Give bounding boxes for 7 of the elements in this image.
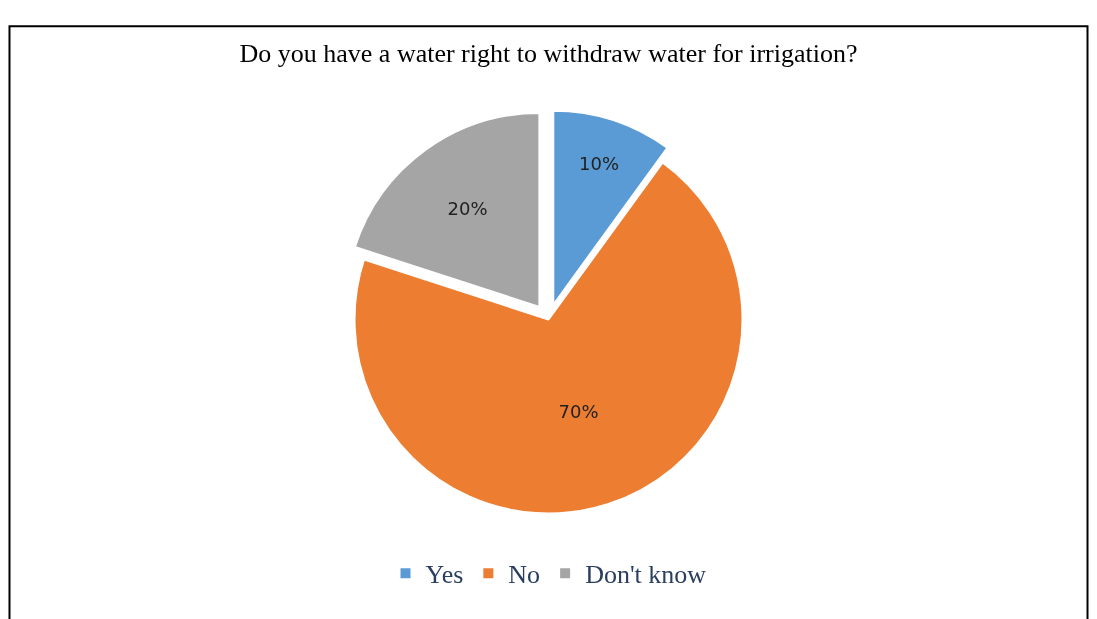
data-label: 70%	[558, 401, 599, 423]
legend-label: Don't know	[585, 560, 707, 590]
data-label: 20%	[447, 197, 488, 219]
legend-label: No	[508, 560, 541, 590]
chart-title: Do you have a water right to withdraw water for irrigation?	[239, 38, 858, 68]
legend-label: Yes	[425, 560, 464, 590]
data-label: 10%	[579, 153, 620, 175]
